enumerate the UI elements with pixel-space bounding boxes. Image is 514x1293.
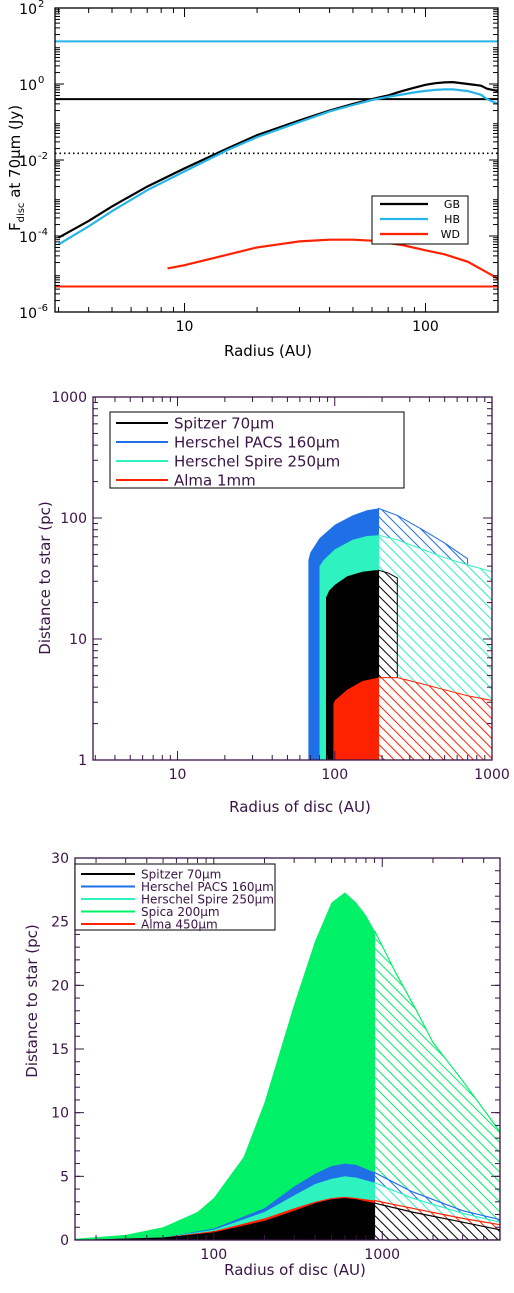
y-axis-label: Fdisc at 70μm (Jy)	[6, 105, 27, 231]
y-axis-label: Distance to star (pc)	[23, 924, 41, 1077]
x-axis-label: Radius (AU)	[224, 342, 312, 360]
y-axis-label: Distance to star (pc)	[36, 501, 54, 654]
y-tick-exponent: 2	[38, 0, 44, 10]
ticks: 100 1000 0 5 10 15 20 25 30	[51, 851, 500, 1263]
plot-frame	[92, 396, 493, 761]
legend-label: GB	[444, 198, 460, 211]
y-tick-label: 10	[19, 78, 37, 94]
y-axis-label-suffix: at 70μm (Jy)	[6, 105, 24, 203]
legend-label: WD	[441, 228, 460, 241]
y-tick-label: 10	[19, 230, 37, 246]
y-tick-label: 5	[60, 1169, 69, 1185]
y-axis-label-prefix: F	[6, 222, 24, 231]
y-tick-exponent: -6	[38, 303, 48, 314]
reference-lines	[55, 40, 498, 288]
series-line	[57, 80, 498, 239]
y-tick-exponent: -4	[38, 227, 48, 238]
area-solid	[75, 1198, 375, 1240]
y-tick-label: 10	[19, 154, 37, 170]
legend-box	[109, 411, 405, 489]
legend-label: Spica 200μm	[141, 905, 220, 919]
legend: GB HB WD	[371, 195, 469, 245]
y-tick-label: 1000	[51, 390, 87, 406]
x-axis-label: Radius of disc (AU)	[229, 798, 371, 816]
x-axis-label: Radius of disc (AU)	[224, 1261, 366, 1279]
legend-label: Alma 1mm	[174, 471, 256, 489]
legend-label: Spitzer 70μm	[174, 414, 274, 432]
area-solid	[75, 892, 375, 1240]
y-tick-label: 10	[19, 306, 37, 322]
x-tick-label: 100	[321, 767, 348, 783]
y-tick-label: 10	[19, 2, 37, 18]
legend-label: Herschel PACS 160μm	[141, 880, 274, 894]
legend-label: HB	[444, 213, 460, 226]
y-tick-label: 0	[60, 1233, 69, 1249]
area-hatched	[378, 677, 492, 760]
y-tick-label: 15	[51, 1042, 69, 1058]
y-tick-label: 100	[60, 511, 87, 527]
x-tick-label: 10	[176, 319, 194, 335]
y-tick-label: 10	[69, 632, 87, 648]
ticks: 10 100 1000 1 10 100 1000	[51, 390, 509, 783]
y-tick-label: 20	[51, 978, 69, 994]
y-tick-exponent: 0	[38, 75, 44, 86]
y-tick-label: 1	[78, 753, 87, 769]
legend-label: Herschel Spire 250μm	[174, 452, 340, 470]
x-tick-label: 1000	[364, 1247, 400, 1263]
x-tick-label: 100	[200, 1247, 227, 1263]
plot-frame	[54, 7, 499, 313]
y-tick-label: 10	[51, 1106, 69, 1122]
area-hatched	[373, 1202, 500, 1240]
area-hatched	[373, 930, 500, 1240]
legend-label: Herschel Spire 250μm	[141, 892, 274, 906]
area-solid	[333, 677, 379, 760]
x-tick-label: 1000	[474, 767, 510, 783]
y-axis-label-subscript: disc	[16, 203, 27, 223]
x-tick-label: 10	[169, 767, 187, 783]
legend-label: Herschel PACS 160μm	[174, 433, 340, 451]
series-line	[167, 238, 498, 280]
x-tick-label: 100	[412, 319, 439, 335]
y-tick-exponent: -2	[38, 151, 48, 162]
y-tick-label: 25	[51, 915, 69, 931]
y-tick-label: 30	[51, 851, 69, 867]
series-line	[57, 88, 498, 246]
series-group	[75, 892, 500, 1240]
series-group	[308, 507, 492, 760]
legend-label: Alma 450μm	[141, 917, 218, 931]
series-group	[57, 80, 498, 280]
legend-label: Spitzer 70μm	[141, 867, 221, 881]
